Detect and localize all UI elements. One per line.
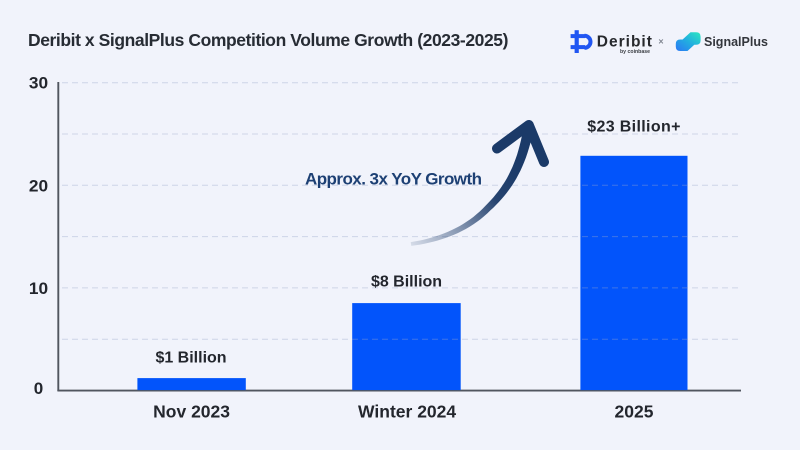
svg-text:20: 20 <box>29 177 48 196</box>
svg-text:Winter 2024: Winter 2024 <box>358 401 456 421</box>
svg-text:Deribit x SignalPlus Competiti: Deribit x SignalPlus Competition Volume … <box>28 30 508 50</box>
svg-text:$8 Billion: $8 Billion <box>371 274 442 291</box>
svg-text:30: 30 <box>29 74 48 93</box>
svg-text:Nov 2023: Nov 2023 <box>153 401 230 421</box>
svg-text:Deribit: Deribit <box>597 34 653 51</box>
svg-text:SignalPlus: SignalPlus <box>704 35 768 49</box>
svg-text:$1 Billion: $1 Billion <box>155 350 226 367</box>
svg-text:$23 Billion+: $23 Billion+ <box>587 119 681 136</box>
svg-text:Approx. 3x YoY Growth: Approx. 3x YoY Growth <box>305 170 482 189</box>
svg-text:0: 0 <box>34 379 43 398</box>
svg-text:×: × <box>658 37 663 47</box>
svg-text:10: 10 <box>29 279 48 298</box>
svg-text:2025: 2025 <box>615 401 654 421</box>
svg-text:by coinbase: by coinbase <box>620 49 650 55</box>
